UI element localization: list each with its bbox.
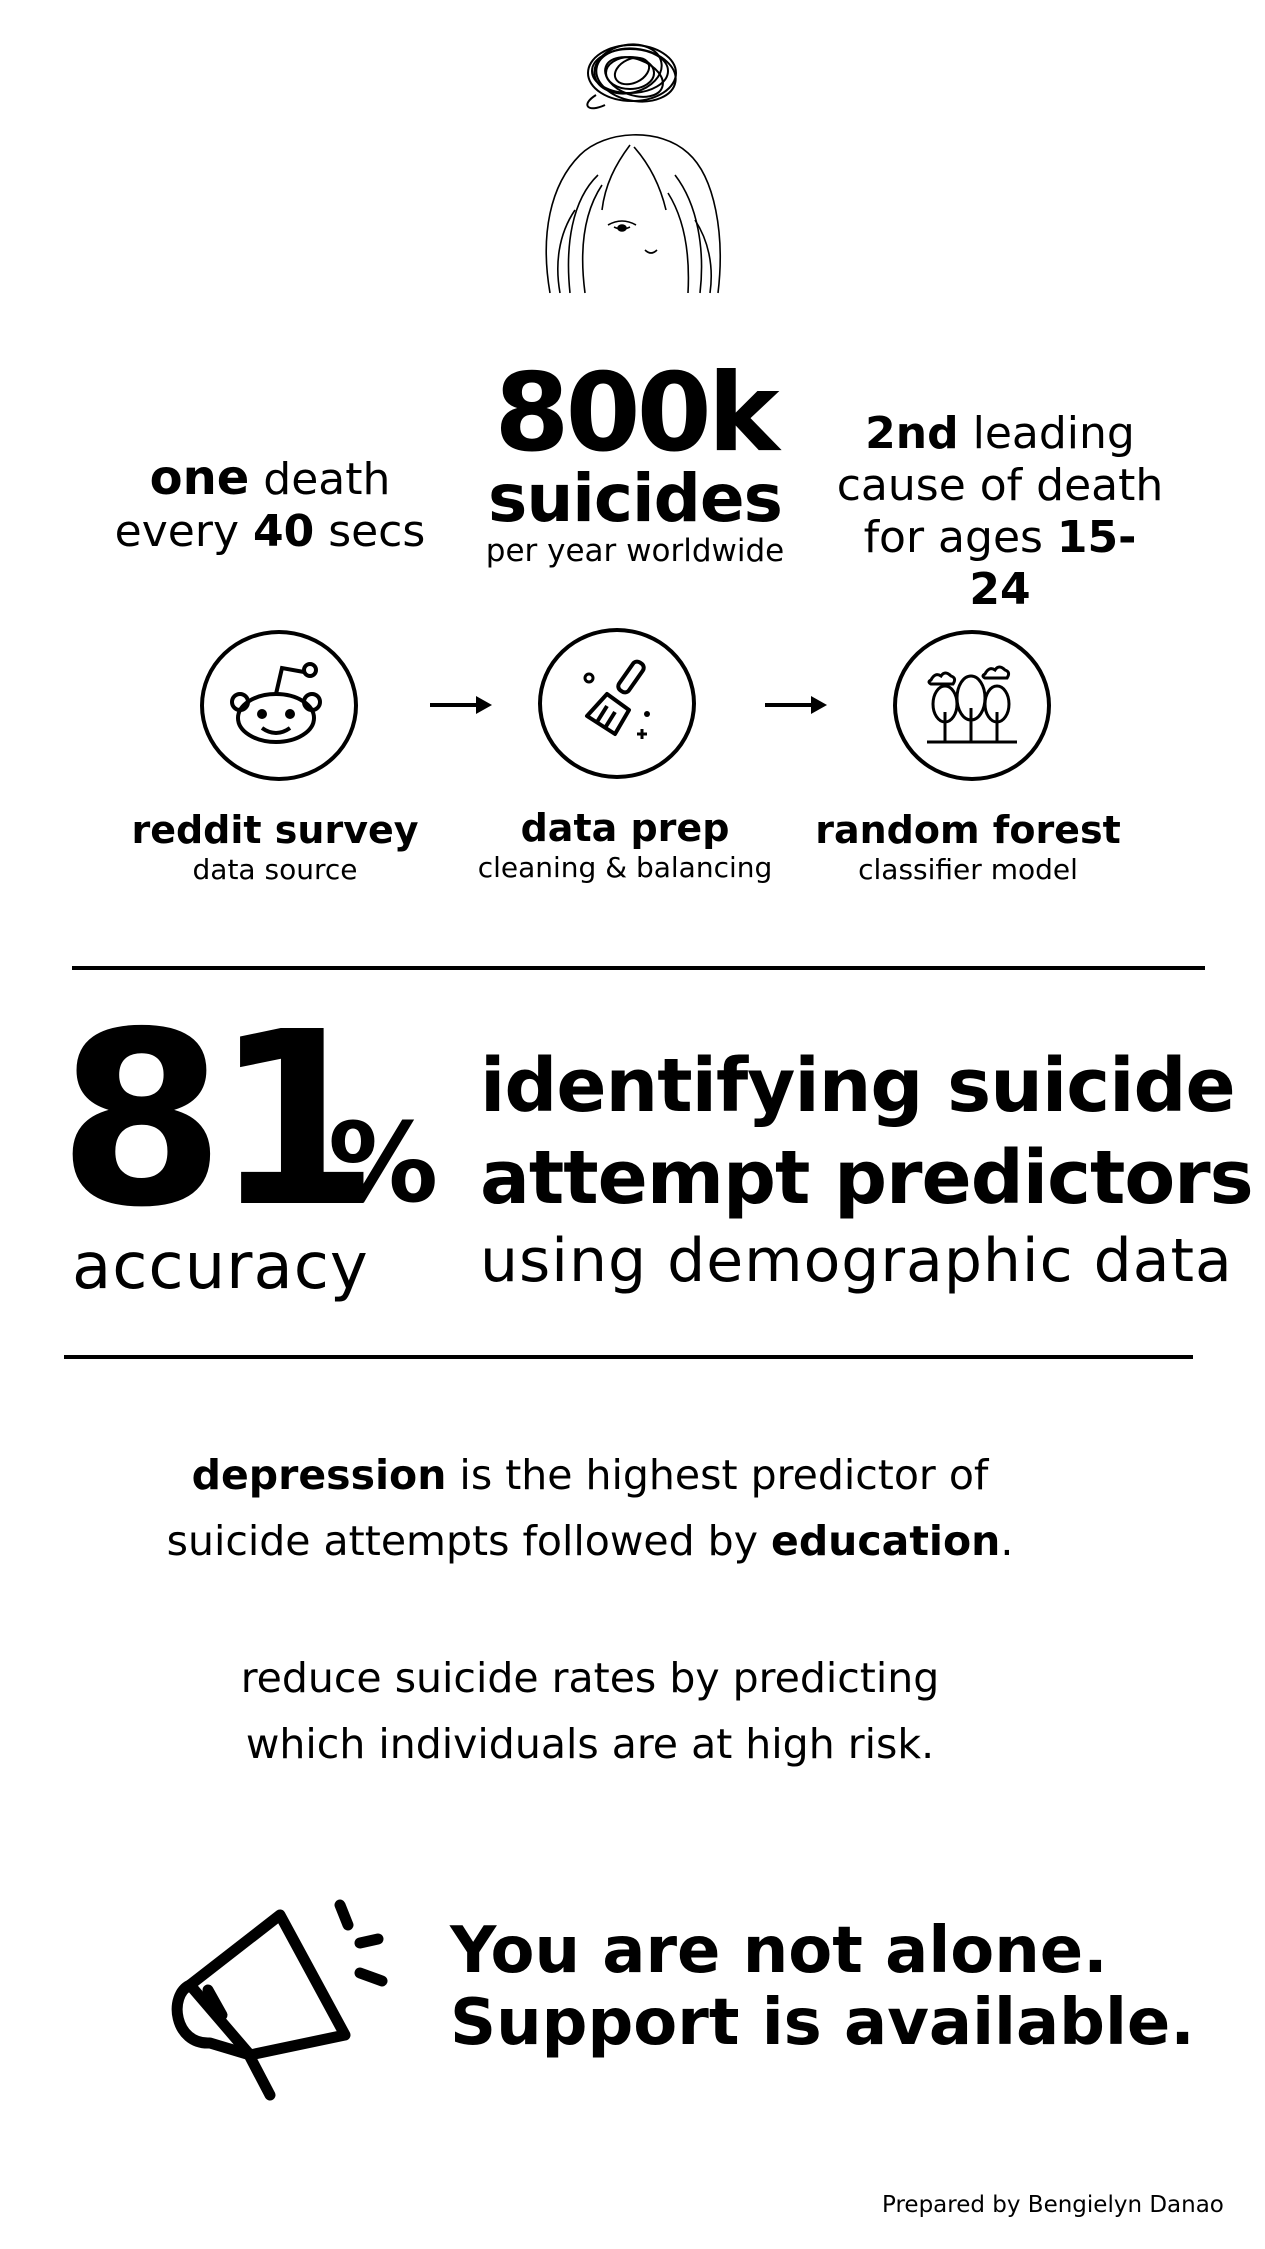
step-title: reddit survey	[131, 808, 419, 852]
stat-for-ages: for ages	[863, 512, 1057, 563]
forest-trees-icon	[927, 665, 1017, 743]
cta-line-2: Support is available.	[450, 1986, 1195, 2060]
pipeline-label-reddit: reddit survey data source	[110, 808, 440, 888]
finding-predictors: depression is the highest predictor of s…	[90, 1442, 1090, 1574]
scribble-icon	[586, 43, 677, 110]
finding-text: suicide attempts followed by	[166, 1517, 772, 1565]
woman-illustration	[545, 43, 721, 294]
step-title: random forest	[815, 808, 1121, 852]
stat-death-rate: one death every 40 secs	[110, 452, 430, 558]
headline-subtitle: using demographic data	[480, 1226, 1233, 1296]
cta-line-1: You are not alone.	[450, 1914, 1108, 1988]
stat-leading-word: leading	[958, 408, 1135, 459]
stat-total-suicides: 800k suicides per year worldwide	[455, 351, 815, 570]
divider-bottom	[64, 1355, 1193, 1359]
stat-forty: 40	[252, 506, 315, 557]
accuracy-number: 81	[58, 980, 380, 1260]
finding-depression: depression	[191, 1451, 447, 1499]
arrow-right-icon	[430, 696, 492, 714]
stat-ages: 15-24	[969, 512, 1137, 615]
stat-secs: secs	[314, 506, 426, 557]
step-subtitle: classifier model	[858, 853, 1078, 886]
author-credit: Prepared by Bengielyn Danao	[882, 2192, 1224, 2218]
pipeline-label-random-forest: random forest classifier model	[803, 808, 1133, 888]
pipeline-step-data-prep	[538, 628, 696, 779]
accuracy-percent-sign: %	[328, 1099, 439, 1227]
pipeline-label-data-prep: data prep cleaning & balancing	[460, 806, 790, 886]
stat-suicides-label: suicides	[488, 460, 783, 537]
finding-text: is the highest predictor of	[446, 1451, 989, 1499]
step-title: data prep	[520, 806, 730, 850]
pipeline-step-reddit	[200, 630, 358, 781]
arrow-right-icon	[765, 696, 827, 714]
stat-every: every	[114, 506, 253, 557]
step-subtitle: cleaning & balancing	[477, 851, 773, 884]
stat-800k: 800k	[494, 351, 779, 476]
stat-cause-of-death: cause of death	[836, 460, 1164, 511]
headline-line-2: attempt predictors	[480, 1135, 1254, 1221]
finding-period: .	[1000, 1517, 1014, 1565]
stat-one: one	[149, 450, 250, 506]
stat-death-word: death	[249, 454, 391, 505]
finding-education: education	[771, 1517, 1001, 1565]
finding-goal: reduce suicide rates by predicting which…	[90, 1645, 1090, 1777]
headline-line-1: identifying suicide	[480, 1043, 1236, 1129]
megaphone-icon	[171, 1899, 388, 2101]
cleaning-brush-icon	[583, 659, 650, 739]
stat-2nd: 2nd	[865, 408, 959, 459]
reddit-icon	[230, 661, 322, 744]
divider-top	[72, 966, 1205, 970]
stat-leading-cause: 2nd leading cause of death for ages 15-2…	[835, 408, 1165, 616]
goal-line-2: which individuals are at high risk.	[245, 1720, 935, 1768]
stat-per-year: per year worldwide	[485, 533, 785, 569]
accuracy-label: accuracy	[72, 1230, 369, 1304]
step-subtitle: data source	[192, 853, 358, 886]
pipeline-step-random-forest	[893, 630, 1051, 781]
goal-line-1: reduce suicide rates by predicting	[240, 1654, 940, 1702]
